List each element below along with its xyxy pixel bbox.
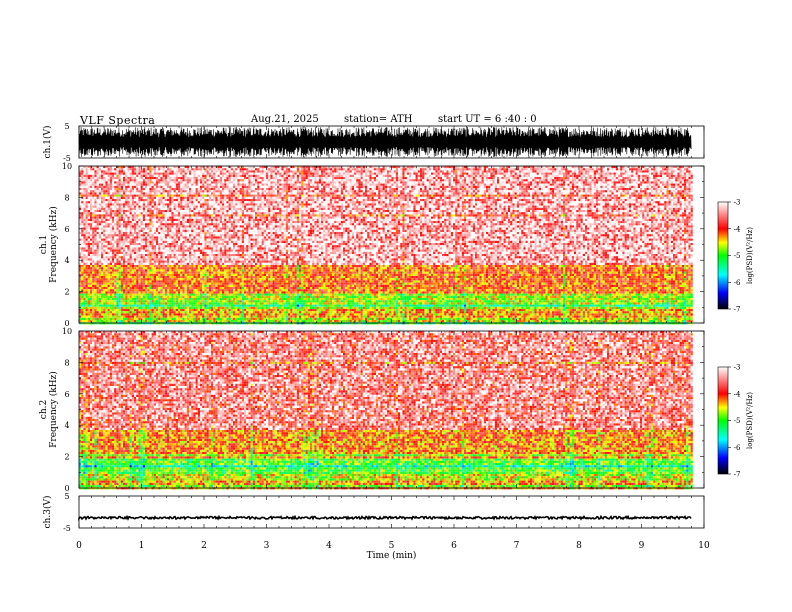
- ch2-spectrogram-colorbar-label: log(PSD)(V²/Hz): [746, 392, 754, 449]
- ch1-spectrogram-cells: [79, 166, 693, 324]
- time-tick-label: 6: [451, 541, 457, 551]
- ch1-ylabel: ch.1(V): [42, 126, 53, 159]
- ch3-ytick-label: 5: [64, 492, 69, 501]
- time-axis-label: Time (min): [367, 550, 417, 561]
- ch2-spectrogram-ytick-label: 4: [64, 421, 69, 430]
- ch2-spectrogram-cells: [79, 331, 693, 489]
- ch1-spectrogram-ytick-label: 4: [64, 256, 69, 265]
- time-tick-label: 9: [639, 541, 645, 551]
- ch2-spectrogram-colorbar: [718, 367, 728, 474]
- ch1-spectrogram-ytick-label: 2: [64, 288, 69, 297]
- time-tick-label: 8: [576, 541, 582, 551]
- ch1-spectrogram-ylabel-frequency: Frequency (kHz): [48, 206, 59, 283]
- ch2-spectrogram-ytick-label: 10: [62, 327, 72, 336]
- ch1-spectrogram-colorbar-tick-label: -6: [734, 279, 741, 287]
- ch2-spectrogram-ytick-label: 2: [64, 453, 69, 462]
- time-tick-label: 10: [698, 541, 710, 551]
- ch3-waveform-trace: [79, 517, 691, 520]
- time-tick-label: 3: [264, 541, 270, 551]
- ch1-spectrogram-colorbar-label: log(PSD)(V²/Hz): [746, 227, 754, 284]
- ch1-spectrogram-ytick-label: 6: [64, 225, 69, 234]
- ch1-spectrogram-colorbar: [718, 202, 728, 309]
- ch1-waveform-trace: [79, 127, 691, 157]
- ch1-spectrogram-ytick-label: 10: [62, 162, 72, 171]
- time-tick-label: 1: [139, 541, 145, 551]
- ch2-spectrogram-colorbar-tick-label: -7: [734, 471, 741, 479]
- time-tick-label: 5: [389, 541, 395, 551]
- ch2-spectrogram-colorbar-tick-label: -4: [734, 390, 741, 398]
- time-tick-label: 0: [76, 541, 82, 551]
- ch3-ylabel: ch.3(V): [42, 496, 53, 529]
- ch2-spectrogram-colorbar-tick-label: -6: [734, 444, 741, 452]
- ch1-spectrogram-colorbar-tick-label: -5: [734, 252, 741, 260]
- ch2-spectrogram-ytick-label: 8: [64, 358, 69, 367]
- ch1-ytick-label: 5: [64, 122, 69, 131]
- time-tick-label: 4: [326, 541, 332, 551]
- ch3-ytick-label: -5: [63, 524, 71, 533]
- time-tick-label: 7: [514, 541, 520, 551]
- ch2-spectrogram-ylabel-frequency: Frequency (kHz): [48, 371, 59, 448]
- ch1-spectrogram-ylabel-channel: ch.1: [39, 235, 49, 254]
- ch1-spectrogram-colorbar-tick-label: -4: [734, 225, 741, 233]
- ch2-spectrogram-colorbar-tick-label: -5: [734, 417, 741, 425]
- ch1-spectrogram-colorbar-tick-label: -3: [734, 199, 741, 207]
- ch3-waveform-frame: [79, 496, 704, 528]
- ch2-spectrogram-ylabel-channel: ch.2: [39, 400, 49, 419]
- ch1-spectrogram-colorbar-tick-label: -7: [734, 306, 741, 314]
- ch2-spectrogram-colorbar-tick-label: -3: [734, 364, 741, 372]
- ch1-spectrogram-ytick-label: 8: [64, 193, 69, 202]
- time-tick-label: 2: [201, 541, 207, 551]
- ch2-spectrogram-ytick-label: 6: [64, 390, 69, 399]
